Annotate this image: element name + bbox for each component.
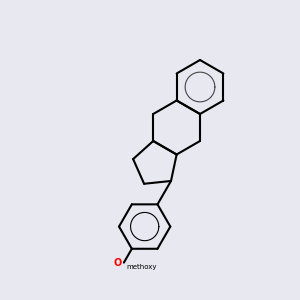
Text: methoxy: methoxy [127,264,158,270]
Text: O: O [114,258,122,268]
